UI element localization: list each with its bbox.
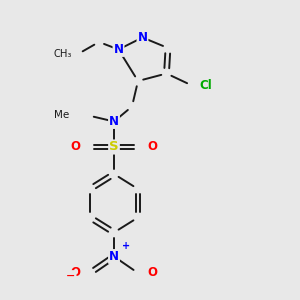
Text: Cl: Cl xyxy=(200,79,212,92)
Text: −: − xyxy=(66,271,76,281)
Text: O: O xyxy=(70,266,80,280)
Text: CH₃: CH₃ xyxy=(54,49,72,59)
Text: S: S xyxy=(109,140,119,154)
Text: N: N xyxy=(137,31,148,44)
Text: O: O xyxy=(148,266,158,280)
Text: N: N xyxy=(113,43,124,56)
Text: O: O xyxy=(148,140,158,154)
Text: +: + xyxy=(122,242,130,251)
Text: N: N xyxy=(109,115,119,128)
Text: O: O xyxy=(70,140,80,154)
Text: N: N xyxy=(109,250,119,263)
Text: Me: Me xyxy=(54,110,69,121)
